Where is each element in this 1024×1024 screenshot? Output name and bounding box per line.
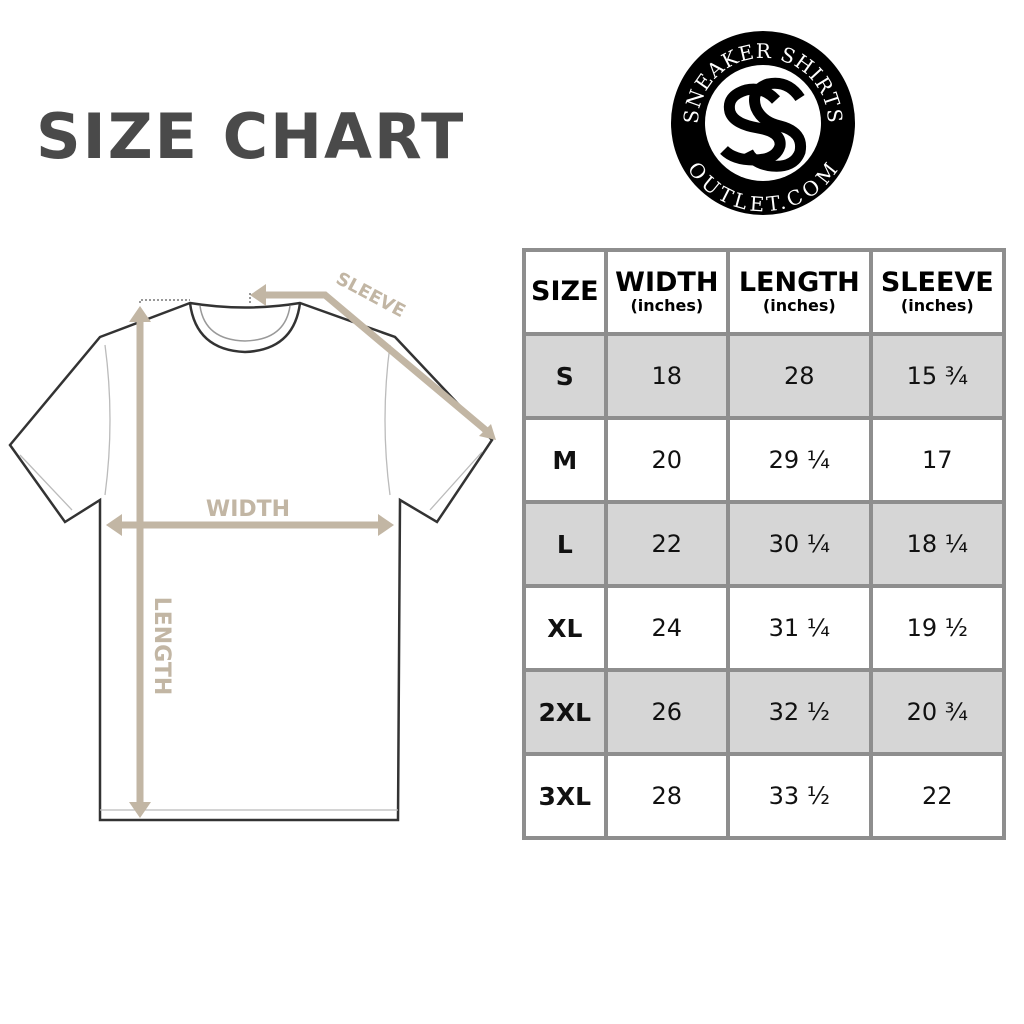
header-sleeve: SLEEVE (inches): [868, 248, 1007, 336]
tshirt-diagram: SLEEVE WIDTH LENGTH: [8, 270, 496, 822]
size-cell: XL: [522, 584, 608, 672]
width-cell: 28: [603, 752, 731, 840]
width-cell: 22: [603, 500, 731, 588]
table-row: M 20 29 ¼ 17: [522, 416, 1007, 504]
table-row: 2XL 26 32 ½ 20 ¾: [522, 668, 1007, 756]
width-label: WIDTH: [206, 497, 290, 522]
length-cell: 31 ¼: [726, 584, 873, 672]
page-title: SIZE CHART: [36, 100, 466, 173]
length-cell: 32 ½: [726, 668, 873, 756]
header-width: WIDTH (inches): [603, 248, 731, 336]
size-cell: 3XL: [522, 752, 608, 840]
brand-logo: SNEAKER SHIRTS OUTLET.COM: [671, 31, 855, 217]
size-cell: 2XL: [522, 668, 608, 756]
sleeve-cell: 19 ½: [868, 584, 1007, 672]
length-cell: 33 ½: [726, 752, 873, 840]
table-header-row: SIZE WIDTH (inches) LENGTH (inches) SLEEVE…: [522, 248, 1007, 336]
sleeve-cell: 22: [868, 752, 1007, 840]
sleeve-cell: 18 ¼: [868, 500, 1007, 588]
tshirt-outline: [8, 301, 494, 822]
width-cell: 26: [603, 668, 731, 756]
length-arrow: [129, 306, 151, 818]
width-cell: 20: [603, 416, 731, 504]
length-cell: 30 ¼: [726, 500, 873, 588]
table-row: L 22 30 ¼ 18 ¼: [522, 500, 1007, 588]
table-row: XL 24 31 ¼ 19 ½: [522, 584, 1007, 672]
table-row: S 18 28 15 ¾: [522, 332, 1007, 420]
header-size: SIZE: [522, 248, 608, 336]
sleeve-cell: 17: [868, 416, 1007, 504]
size-cell: L: [522, 500, 608, 588]
size-table: SIZE WIDTH (inches) LENGTH (inches) SLEEVE…: [522, 248, 1007, 840]
monogram-icon: [720, 77, 807, 172]
width-cell: 18: [603, 332, 731, 420]
header-length: LENGTH (inches): [726, 248, 873, 336]
sleeve-arrow: [262, 291, 491, 435]
sleeve-cell: 15 ¾: [868, 332, 1007, 420]
length-label: LENGTH: [149, 597, 174, 696]
width-arrow: [106, 514, 394, 536]
size-cell: S: [522, 332, 608, 420]
sleeve-cell: 20 ¾: [868, 668, 1007, 756]
width-cell: 24: [603, 584, 731, 672]
size-cell: M: [522, 416, 608, 504]
length-cell: 28: [726, 332, 873, 420]
table-row: 3XL 28 33 ½ 22: [522, 752, 1007, 840]
length-cell: 29 ¼: [726, 416, 873, 504]
